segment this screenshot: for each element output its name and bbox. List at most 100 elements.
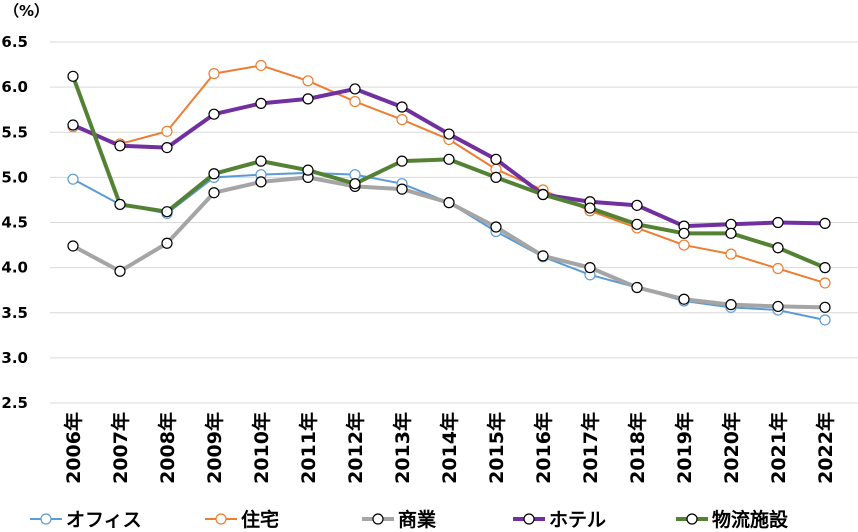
- y-tick-label: 5.5: [1, 123, 28, 141]
- data-point: [349, 83, 361, 95]
- x-tick-label: 2012年: [344, 412, 367, 484]
- data-point: [208, 108, 220, 120]
- data-point: [349, 178, 361, 190]
- x-tick-label: 2020年: [720, 412, 743, 484]
- data-point: [819, 314, 831, 326]
- legend-label: 商業: [398, 508, 437, 531]
- series-2: [67, 59, 831, 289]
- data-point: [631, 281, 643, 294]
- x-tick-label: 2014年: [438, 412, 461, 484]
- data-point: [255, 97, 267, 109]
- data-point: [255, 155, 267, 167]
- data-point: [208, 187, 220, 199]
- legend-item: オフィス: [30, 509, 142, 531]
- legend-marker: [686, 513, 698, 525]
- data-point: [584, 202, 596, 214]
- x-tick-label: 2013年: [391, 412, 414, 484]
- x-tick-label: 2017年: [579, 412, 602, 484]
- x-tick-label: 2010年: [250, 412, 273, 484]
- data-point: [396, 114, 408, 126]
- plot-area: [67, 59, 831, 326]
- data-point: [208, 67, 220, 80]
- legend-item: 住宅: [205, 508, 279, 531]
- series-3: [67, 171, 831, 313]
- y-unit-label: （%）: [4, 2, 49, 20]
- data-point: [443, 197, 455, 209]
- data-point: [255, 59, 267, 72]
- series-line: [72, 64, 826, 284]
- series-4: [67, 83, 831, 232]
- data-point: [819, 301, 831, 313]
- data-point: [67, 119, 79, 131]
- y-tick-label: 2.5: [1, 394, 28, 412]
- data-point: [725, 299, 737, 311]
- data-point: [114, 198, 126, 211]
- data-point: [490, 221, 502, 233]
- legend-label: オフィス: [66, 509, 142, 531]
- x-axis: 2006年 2007年 2008年 2009年 2010年 2011年 2012年 2013年…: [62, 412, 837, 484]
- x-tick-label: 2009年: [203, 412, 226, 484]
- data-point: [396, 183, 408, 195]
- x-tick-label: 2006年: [62, 412, 85, 484]
- data-point: [396, 155, 408, 167]
- data-point: [725, 227, 737, 239]
- data-point: [161, 141, 173, 154]
- x-tick-label: 2022年: [814, 412, 837, 484]
- legend-label: ホテル: [549, 509, 606, 531]
- data-point: [349, 95, 361, 108]
- data-point: [772, 262, 784, 275]
- y-axis: 6.5 6.0 5.5 5.0 4.5 4.0 3.5 3.0 2.5: [1, 33, 28, 412]
- data-point: [584, 262, 596, 274]
- series-line: [71, 74, 827, 270]
- x-tick-label: 2016年: [532, 412, 555, 484]
- data-point: [67, 173, 79, 185]
- data-point: [161, 206, 173, 218]
- data-point: [819, 217, 831, 230]
- data-point: [114, 265, 126, 277]
- legend-label: 物流施設: [712, 508, 789, 531]
- data-point: [631, 199, 643, 211]
- data-point: [537, 188, 549, 201]
- x-tick-label: 2021年: [767, 412, 790, 484]
- data-point: [255, 176, 267, 188]
- data-point: [396, 101, 408, 113]
- data-point: [443, 128, 455, 140]
- y-tick-label: 6.0: [1, 78, 28, 96]
- legend-label: 住宅: [241, 508, 279, 531]
- data-point: [302, 93, 314, 105]
- y-tick-label: 4.5: [1, 214, 28, 232]
- legend: オフィス 住宅 商業 ホテル 物流施設: [30, 508, 789, 531]
- legend-marker: [40, 513, 52, 525]
- data-point: [819, 277, 831, 289]
- data-point: [819, 262, 831, 274]
- data-point: [678, 227, 690, 239]
- data-point: [772, 242, 784, 254]
- legend-marker: [215, 513, 227, 525]
- data-point: [772, 300, 784, 313]
- data-point: [302, 164, 314, 176]
- data-point: [443, 153, 455, 165]
- legend-marker: [372, 513, 384, 525]
- data-point: [161, 237, 173, 249]
- x-tick-label: 2007年: [109, 412, 132, 484]
- series-5: [67, 70, 831, 274]
- y-tick-label: 4.0: [1, 259, 28, 277]
- data-point: [161, 125, 173, 137]
- data-point: [114, 140, 126, 152]
- data-point: [725, 248, 737, 260]
- y-tick-label: 3.5: [1, 304, 28, 322]
- data-point: [67, 70, 79, 82]
- x-tick-label: 2019年: [673, 412, 696, 484]
- y-tick-label: 5.0: [1, 168, 28, 186]
- legend-item: 物流施設: [676, 508, 789, 531]
- data-point: [490, 153, 502, 165]
- data-point: [490, 171, 502, 183]
- y-tick-label: 6.5: [1, 33, 28, 51]
- data-point: [631, 218, 643, 230]
- x-tick-label: 2015年: [485, 412, 508, 484]
- data-point: [678, 293, 690, 305]
- data-point: [537, 250, 549, 262]
- legend-item: ホテル: [513, 509, 606, 531]
- x-tick-label: 2018年: [626, 412, 649, 484]
- legend-item: 商業: [362, 508, 437, 531]
